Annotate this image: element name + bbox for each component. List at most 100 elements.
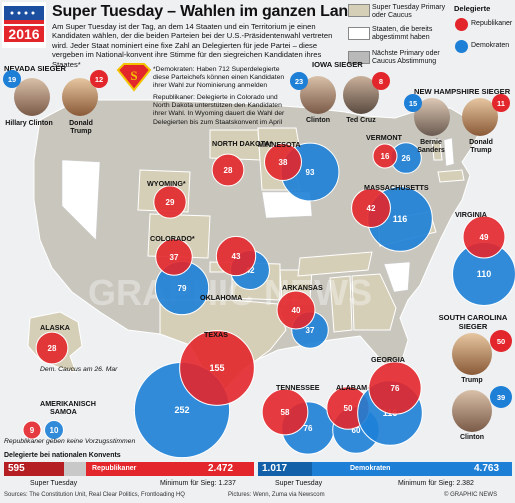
georgia-label: GEORGIA (371, 355, 405, 364)
alabama-label: ALABAMA (336, 383, 372, 392)
minnesota-rep-bubble (264, 143, 302, 181)
dem-total-value: 4.763 (474, 463, 500, 474)
legend-rep-label: Republikaner (471, 20, 513, 27)
georgia-rep-value: 76 (391, 384, 400, 393)
legend-dem-dot (455, 40, 468, 53)
state-nevada (61, 159, 101, 241)
oklahoma-dem-value: 42 (246, 266, 255, 275)
winner-heading-nevada: NEVADA SIEGER (4, 64, 67, 73)
alabama-dem-value: 60 (352, 426, 361, 435)
colorado-dem-value: 79 (178, 284, 187, 293)
amerikanisch-samoa-label: AMERIKANISCH SAMOA (40, 399, 96, 416)
alaska-rep-bubble (35, 331, 69, 365)
texas-rep-value: 155 (209, 363, 224, 373)
badge-nevada-dem: 19 (3, 70, 21, 88)
state-massachusetts (437, 169, 465, 183)
amerikanisch-samoa-dem-value: 10 (50, 426, 59, 435)
wyoming-rep-bubble (153, 185, 187, 219)
badge-sc-rep: 50 (490, 330, 512, 352)
portrait-clinton-icon (14, 78, 50, 116)
texas-label: TEXAS (204, 330, 228, 339)
legend-label-next: Nächste Primary oder Caucus Abstimmung (372, 50, 440, 65)
badge-sc-dem: 39 (490, 386, 512, 408)
alaska-label: ALASKA (40, 323, 70, 332)
cand-sc-rep: Trump (461, 377, 483, 384)
rep-super-tuesday-label: Super Tuesday (30, 480, 78, 487)
state-new-hampshire (443, 137, 455, 167)
dem-min-label: Minimum für Sieg: 2.382 (398, 480, 474, 487)
cand-iowa-dem: Clinton (305, 117, 331, 124)
intro-text: Am Super Tuesday ist der Tag, an dem 14 … (52, 22, 333, 69)
rep-total-bar (86, 462, 254, 476)
cand-sc-dem: Clinton (459, 434, 485, 441)
tennessee-rep-value: 58 (281, 408, 290, 417)
dem-bar-fill (258, 462, 313, 476)
wyoming-label: WYOMING* (147, 179, 186, 188)
legend-delegates-heading: Delegierte (454, 4, 491, 13)
massachusetts-rep-value: 42 (367, 204, 376, 213)
minnesota-label: MINNESOTA (258, 140, 301, 149)
state-georgia (351, 273, 397, 331)
cand-nevada-rep: Donald Trump (69, 120, 93, 135)
arkansas-dem-value: 37 (306, 326, 315, 335)
north-dakota-label: NORTH DAKOTA* (212, 139, 273, 148)
logo-year: 2016 (8, 26, 39, 42)
bars-heading: Delegierte bei nationalen Konvents (4, 452, 121, 459)
year-logo: 2016 (2, 2, 46, 48)
rep-total-value: 2.472 (208, 463, 234, 474)
tennessee-rep-bubble (261, 388, 309, 436)
footer-pictures: Pictures: Wenn, Zuma via Newscom (228, 492, 325, 498)
badge-iowa-dem: 23 (290, 72, 308, 90)
badge-nevada-rep: 12 (90, 70, 108, 88)
wyoming-rep-value: 29 (166, 198, 175, 207)
state-alabama (329, 275, 353, 333)
oklahoma-label: OKLAHOMA (200, 293, 242, 302)
note-republicans: Republikaner: Delegierte in Colorado und… (153, 94, 285, 126)
massachusetts-rep-bubble (351, 188, 391, 228)
state-vermont (431, 139, 443, 161)
badge-nh-rep: 11 (492, 94, 510, 112)
texas-dem-value: 252 (174, 405, 189, 415)
rep-min-label: Minimum für Sieg: 1.237 (160, 480, 236, 487)
colorado-rep-bubble (155, 238, 193, 276)
virginia-label: VIRGINIA (455, 210, 487, 219)
rep-super-tuesday-value: 595 (8, 463, 25, 474)
minnesota-dem-value: 93 (306, 168, 315, 177)
cand-nh-dem: Bernie Sanders (417, 139, 445, 154)
portrait-trump-sc-icon (452, 333, 492, 375)
dem-bar-label: Demokraten (350, 465, 391, 472)
state-south-carolina (383, 261, 411, 293)
footer-sources: Sources: The Constitution Unit, Real Cle… (4, 492, 185, 498)
arkansas-label: ARKANSAS (282, 283, 323, 292)
footer-copyright: © GRAPHIC NEWS (444, 492, 498, 498)
note-alaska: Dem. Caucus am 26. Mar (40, 366, 118, 373)
texas-rep-bubble (179, 330, 255, 406)
minnesota-rep-value: 38 (279, 158, 288, 167)
arkansas-rep-value: 40 (292, 306, 301, 315)
virginia-rep-bubble (462, 215, 506, 259)
legend-rep-dot (455, 18, 468, 31)
winner-heading-iowa: IOWA SIEGER (312, 60, 363, 69)
state-tennessee (297, 251, 373, 277)
superman-logo-icon: S (116, 63, 152, 92)
amerikanisch-samoa-rep-bubble (22, 420, 42, 440)
cand-nevada-dem: Hillary Clinton (5, 120, 53, 127)
winner-heading-sc: SOUTH CAROLINA SIEGER (438, 313, 508, 331)
vermont-rep-bubble (372, 143, 398, 169)
legend-swatch-voted (348, 27, 370, 40)
legend-dem-label: Demokraten (471, 42, 510, 49)
rep-bar-fill (4, 462, 65, 476)
winner-heading-nh: NEW HAMPSHIRE SIEGER (414, 87, 511, 96)
north-dakota-rep-bubble (211, 153, 245, 187)
legend-label-super-tuesday: Super Tuesday Primary oder Caucus (372, 4, 446, 19)
cand-nh-rep: Donald Trump (469, 139, 493, 154)
alabama-rep-value: 50 (344, 404, 353, 413)
tennessee-label: TENNESSEE (276, 383, 320, 392)
colorado-rep-value: 37 (170, 253, 179, 262)
virginia-dem-value: 110 (477, 269, 492, 279)
tennessee-dem-value: 76 (304, 424, 313, 433)
massachusetts-dem-value: 116 (393, 214, 408, 224)
arkansas-rep-bubble (276, 290, 316, 330)
massachusetts-label: MASSACHUSETTS (364, 183, 429, 192)
